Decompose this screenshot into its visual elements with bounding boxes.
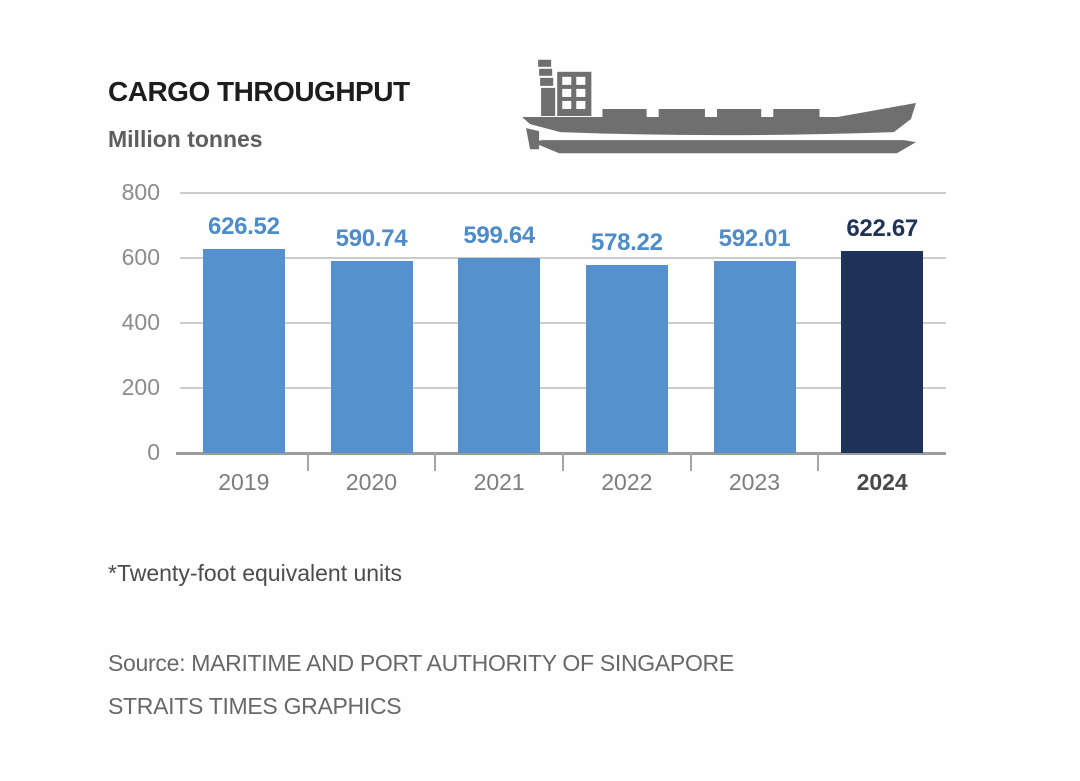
- ship-stern-fin: [526, 128, 540, 150]
- y-axis-tick-label: 200: [121, 374, 160, 400]
- bar-2021: [458, 258, 541, 453]
- bar-2023: [713, 260, 796, 453]
- x-axis-tick: [306, 453, 309, 471]
- x-axis-label: 2021: [473, 469, 525, 495]
- gridline: [180, 387, 946, 389]
- x-axis-tick: [689, 453, 692, 471]
- ship-window: [576, 76, 586, 85]
- bar-2019: [202, 249, 285, 453]
- chart-title: CARGO THROUGHPUT: [108, 76, 410, 107]
- bar-value-label: 592.01: [718, 224, 791, 252]
- plot-area: 626.52 2019 590.74 2020 599.64 2021 578.22 2022…: [176, 192, 946, 495]
- x-axis-label: 2023: [728, 469, 781, 495]
- bar-value-label: 626.52: [208, 213, 280, 241]
- bar-value-label: 590.74: [335, 225, 408, 253]
- ship-window: [562, 76, 572, 85]
- y-axis-tick-label: 600: [121, 244, 160, 270]
- x-axis-tick: [434, 453, 437, 471]
- bar-2022: [585, 265, 668, 453]
- ship-mast-segment: [538, 59, 552, 67]
- ship-hatch: [658, 108, 705, 119]
- source-line-2: STRAITS TIMES GRAPHICS: [108, 693, 402, 719]
- x-axis-tick: [817, 453, 820, 471]
- gridline: [180, 322, 946, 324]
- x-axis-baseline: [176, 452, 946, 455]
- ship-hatch: [602, 108, 647, 119]
- footnote: *Twenty-foot equivalent units: [108, 560, 403, 586]
- y-axis-tick-label: 800: [121, 179, 160, 205]
- bar-value-label: 578.22: [591, 229, 663, 257]
- gridline: [180, 257, 946, 259]
- ship-window: [562, 100, 572, 109]
- ship-mast-segment: [539, 68, 553, 76]
- cargo-ship-icon: [522, 59, 916, 154]
- x-axis-label: 2019: [218, 469, 270, 495]
- x-axis-label: 2020: [345, 469, 398, 495]
- source-credit: Source: MARITIME AND PORT AUTHORITY OF S…: [108, 642, 734, 728]
- x-axis-tick: [562, 453, 564, 471]
- gridline: [180, 192, 946, 194]
- chart-unit-label: Million tonnes: [108, 126, 263, 152]
- ship-mast-segment: [540, 77, 554, 86]
- ship-mast-segment: [541, 87, 556, 117]
- ship-hull: [522, 102, 916, 136]
- bar-value-label: 622.67: [846, 214, 918, 242]
- ship-window: [576, 88, 586, 97]
- y-axis-tick-label: 0: [147, 439, 160, 465]
- y-axis-tick-label: 400: [121, 309, 160, 335]
- bar-2020: [330, 261, 413, 453]
- bar-value-label: 599.64: [463, 222, 535, 250]
- x-axis-label: 2024: [856, 469, 908, 495]
- source-line-1: Source: MARITIME AND PORT AUTHORITY OF S…: [108, 650, 734, 676]
- ship-window: [562, 88, 572, 97]
- ship-hatch: [773, 108, 820, 119]
- ship-window: [576, 100, 586, 109]
- ship-hatch: [716, 108, 762, 119]
- ship-waterline: [532, 140, 916, 154]
- bar-2024: [841, 250, 924, 453]
- x-axis-label: 2022: [601, 469, 653, 495]
